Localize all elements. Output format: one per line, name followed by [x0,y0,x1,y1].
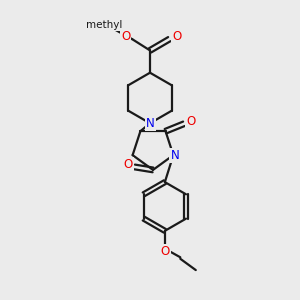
Text: methyl: methyl [86,20,123,30]
Text: O: O [161,245,170,258]
Text: N: N [170,148,179,162]
Text: O: O [172,30,182,43]
Text: N: N [146,117,155,130]
Text: O: O [186,115,195,128]
Text: O: O [123,158,133,171]
Text: O: O [121,30,130,43]
